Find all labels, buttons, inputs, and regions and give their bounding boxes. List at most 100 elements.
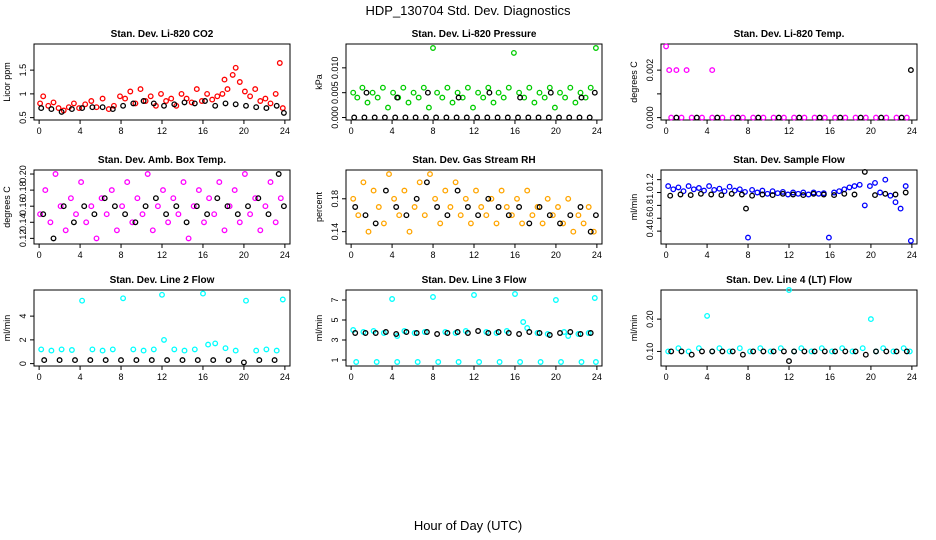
data-point xyxy=(747,348,754,355)
data-point xyxy=(800,189,807,196)
data-point xyxy=(352,330,359,336)
data-point xyxy=(454,187,461,194)
data-point xyxy=(42,187,49,194)
data-point xyxy=(188,99,195,106)
data-point xyxy=(91,211,98,218)
data-point xyxy=(60,203,67,210)
data-point xyxy=(677,191,684,198)
data-point xyxy=(892,191,899,198)
data-point xyxy=(111,203,118,210)
data-point xyxy=(743,205,749,212)
data-point xyxy=(421,329,428,335)
x-tick-label: 20 xyxy=(239,372,249,382)
data-point xyxy=(790,191,797,198)
y-axis-label: Licor ppm xyxy=(2,62,12,102)
x-tick-label: 12 xyxy=(784,372,794,382)
x-tick-label: 16 xyxy=(510,250,520,260)
data-point xyxy=(373,359,380,365)
data-point xyxy=(795,190,802,197)
data-point xyxy=(359,84,366,91)
data-point xyxy=(852,114,859,121)
series-1 xyxy=(350,291,599,365)
data-point xyxy=(525,114,532,121)
data-point xyxy=(262,95,269,102)
data-point xyxy=(770,114,777,121)
data-point xyxy=(226,203,233,210)
data-point xyxy=(256,357,263,364)
data-point xyxy=(900,345,907,352)
data-point xyxy=(224,86,231,93)
data-point xyxy=(412,114,419,121)
series-1 xyxy=(350,45,599,111)
data-point xyxy=(663,43,670,50)
data-point xyxy=(832,114,839,121)
data-point xyxy=(232,101,239,108)
plot-frame xyxy=(660,43,918,121)
data-point xyxy=(132,100,139,107)
data-point xyxy=(760,114,767,121)
data-point xyxy=(902,183,909,190)
data-point xyxy=(411,330,418,336)
data-point xyxy=(907,237,914,244)
data-point xyxy=(50,99,57,106)
data-point xyxy=(726,183,733,190)
data-point xyxy=(734,114,741,121)
data-point xyxy=(134,195,141,202)
data-point xyxy=(688,114,695,121)
panel-5: Stan. Dev. Gas Stream RH percent 0 4 8 12 16 20… xyxy=(314,155,603,260)
data-point xyxy=(785,191,791,198)
data-point xyxy=(379,84,386,91)
data-point xyxy=(401,187,408,194)
data-point xyxy=(137,86,144,93)
x-tick-label: 20 xyxy=(551,250,561,260)
data-point xyxy=(279,105,286,112)
data-point xyxy=(565,195,572,202)
data-point xyxy=(424,89,431,96)
data-point xyxy=(701,187,707,194)
y-tick-label: 0.8 xyxy=(645,199,655,212)
data-point xyxy=(396,212,403,219)
data-point xyxy=(58,108,65,115)
data-point xyxy=(58,346,65,353)
data-point xyxy=(567,84,574,91)
data-point xyxy=(210,357,217,364)
data-point xyxy=(443,114,450,121)
data-point xyxy=(498,187,505,194)
y-tick-label: 3 xyxy=(330,337,340,342)
data-point xyxy=(276,60,283,66)
data-point xyxy=(685,348,692,355)
data-point xyxy=(516,89,523,96)
data-point xyxy=(132,219,139,226)
data-point xyxy=(68,106,75,113)
series-2 xyxy=(41,357,278,366)
x-tick-label: 0 xyxy=(664,250,669,260)
data-point xyxy=(575,212,582,219)
data-point xyxy=(484,114,491,121)
x-tick-label: 8 xyxy=(119,250,124,260)
data-point xyxy=(678,348,685,355)
data-point xyxy=(392,114,399,121)
data-point xyxy=(907,67,914,74)
x-tick-label: 20 xyxy=(551,372,561,382)
panel-title: Stan. Dev. Li-820 Temp. xyxy=(734,29,845,40)
data-point xyxy=(786,358,792,365)
data-point xyxy=(253,104,260,111)
data-point xyxy=(391,195,398,202)
panel-title: Stan. Dev. Gas Stream RH xyxy=(412,155,535,166)
data-point xyxy=(526,329,533,335)
data-point xyxy=(178,90,185,97)
data-point xyxy=(882,176,889,183)
data-point xyxy=(516,331,523,337)
data-point xyxy=(556,114,562,121)
data-point xyxy=(363,89,370,96)
data-point xyxy=(790,189,797,196)
data-point xyxy=(221,227,228,234)
y-axis-label: degrees C xyxy=(2,186,12,228)
data-point xyxy=(675,345,682,352)
panel-2: Stan. Dev. Li-820 Pressure kPa 0 4 8 12 16 20 24… xyxy=(314,29,603,136)
data-point xyxy=(263,346,270,353)
data-point xyxy=(704,312,711,319)
data-point xyxy=(150,346,157,353)
data-point xyxy=(277,195,284,202)
data-point xyxy=(493,220,500,227)
